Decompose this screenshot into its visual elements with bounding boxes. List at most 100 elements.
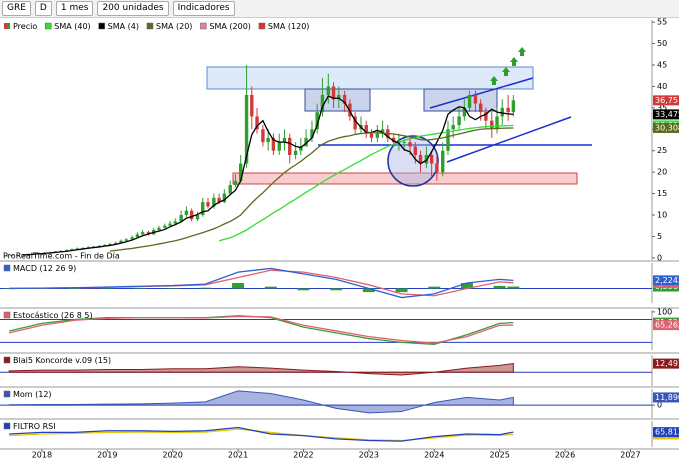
candle-body	[206, 202, 210, 207]
candle-body	[157, 227, 161, 230]
candle-body	[114, 242, 118, 245]
histogram-bar	[362, 288, 375, 293]
legend-label: SMA (4)	[108, 22, 139, 31]
indicator-line	[9, 269, 514, 297]
candle-body	[119, 240, 123, 243]
indicator-line	[9, 426, 514, 442]
y-tick-label: 45	[657, 61, 667, 70]
histogram-bar	[166, 288, 179, 289]
source: ProRealTime.com - Fin de Día	[3, 252, 120, 261]
y-tick-label: 5	[657, 232, 662, 241]
annotations	[206, 47, 592, 187]
candle-body	[293, 150, 298, 155]
histogram-bar	[3, 288, 16, 289]
candle-body	[299, 146, 303, 151]
panel-title-swatch	[3, 422, 11, 430]
candle-body	[261, 129, 265, 143]
indicators[interactable]: Indicadores	[172, 1, 235, 16]
histogram-bar	[428, 286, 441, 289]
legend-item: Precio	[4, 22, 37, 31]
histogram-bar	[264, 286, 277, 289]
panel-title: Estocástico (26 8 5)	[13, 311, 93, 320]
indicator-line	[9, 428, 514, 442]
candle-body	[408, 142, 412, 147]
legend-item: SMA (40)	[44, 22, 91, 31]
candle-body	[75, 248, 79, 250]
candle-body	[140, 232, 145, 235]
candle-body	[500, 107, 504, 117]
candle-body	[163, 225, 167, 228]
area	[8, 390, 514, 414]
candle-body	[506, 107, 510, 113]
trend-line	[446, 116, 572, 163]
sma-line	[109, 127, 514, 252]
last-value-box	[653, 358, 679, 369]
x-tick-label: 2024	[424, 451, 444, 460]
last-value-label: 2,2243	[655, 276, 679, 285]
candle-body	[271, 137, 276, 151]
candle-body	[173, 221, 177, 224]
legend-label: SMA (200)	[209, 22, 251, 31]
x-tick-label: 2026	[555, 451, 575, 460]
zone	[304, 88, 371, 112]
candle-body	[457, 116, 461, 125]
y-tick-label: 20	[657, 168, 667, 177]
candle-body	[10, 255, 14, 257]
candle-body	[495, 116, 499, 130]
axis-bg	[652, 18, 679, 460]
candle-body	[217, 197, 221, 203]
arrows	[490, 47, 526, 85]
sma-line	[22, 95, 514, 256]
candle-body	[124, 239, 128, 241]
sma-line	[218, 124, 514, 242]
histogram-bar	[199, 287, 212, 289]
indicator-line	[9, 267, 514, 299]
candle-body	[315, 112, 319, 130]
legend-swatch	[98, 22, 105, 30]
candle-body	[228, 185, 232, 194]
x-tick-label: 2020	[162, 451, 182, 460]
candle-body	[478, 103, 483, 113]
indicator-line	[9, 315, 514, 344]
y-tick-label: 100	[657, 307, 672, 316]
histogram-bar	[493, 285, 506, 289]
y-tick-label: 0	[657, 401, 662, 410]
symbol[interactable]: GRE	[2, 1, 31, 16]
mode[interactable]: D	[34, 1, 52, 16]
candle-body	[369, 133, 374, 138]
candle-body	[331, 86, 336, 100]
panel-title: MACD (12 26 9)	[13, 264, 76, 273]
y-tick-label: 35	[657, 103, 667, 112]
legend-swatch	[44, 22, 52, 30]
candle-body	[146, 232, 151, 235]
period[interactable]: 1 mes	[55, 1, 94, 16]
y-tick-label: 10	[657, 211, 667, 220]
legend-item: SMA (4)	[98, 22, 139, 31]
legend-swatch	[200, 22, 207, 30]
histogram-bar	[460, 283, 473, 289]
candle-body	[184, 210, 189, 215]
candle-body	[429, 155, 434, 164]
candle-body	[277, 142, 281, 151]
area	[8, 363, 514, 376]
y-tick-label: 40	[657, 82, 667, 91]
candle-body	[250, 95, 254, 117]
units[interactable]: 200 unidades	[97, 1, 169, 16]
trend-line	[429, 77, 534, 109]
legend-item: SMA (120)	[258, 22, 309, 31]
last-value-box	[653, 95, 679, 106]
last-value-box	[653, 109, 679, 120]
candle-body	[179, 215, 183, 222]
candle-body	[255, 116, 259, 130]
candle-body	[364, 125, 368, 134]
legend-swatch	[4, 23, 7, 29]
panel-title-swatch	[3, 264, 11, 272]
histogram-bar	[297, 288, 310, 291]
last-value-box	[653, 427, 679, 438]
candle-body	[353, 116, 357, 130]
y-tick-label: 0	[657, 253, 662, 262]
candle-body	[446, 129, 450, 151]
last-value-box	[653, 320, 679, 331]
candle-body	[168, 223, 172, 226]
x-tick-label: 2023	[359, 451, 379, 460]
